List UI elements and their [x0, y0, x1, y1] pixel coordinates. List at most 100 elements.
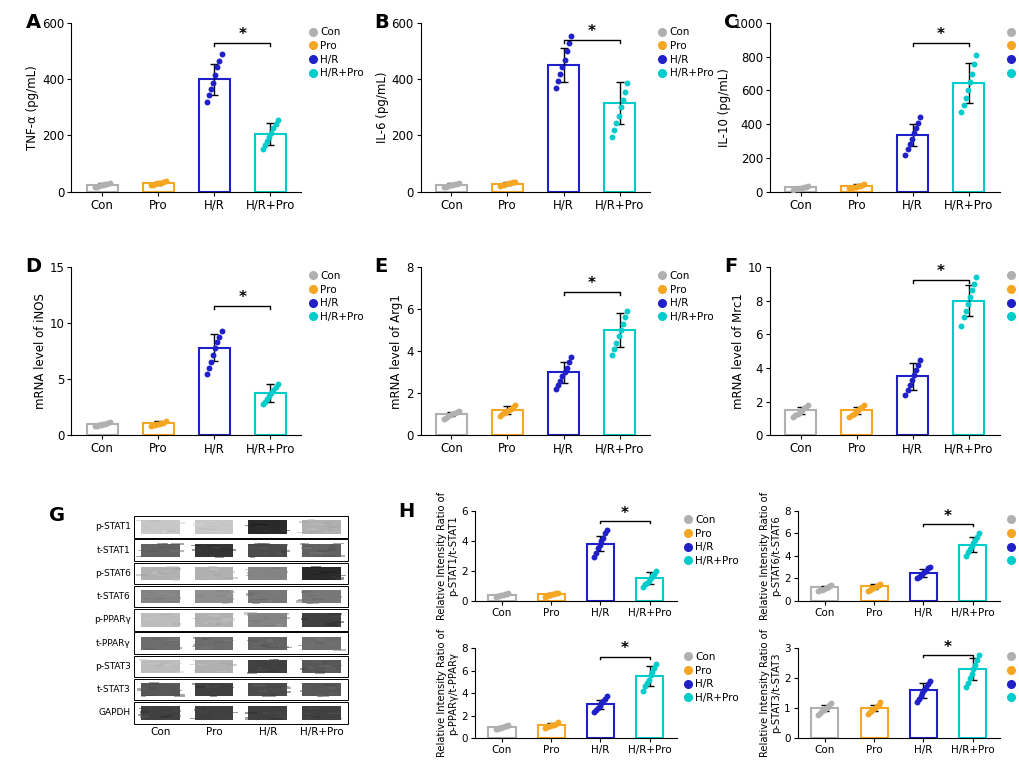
- Bar: [307, 684, 320, 685]
- Point: [585, 551, 601, 564]
- Point: [269, 378, 285, 390]
- Bar: [154, 664, 166, 666]
- Bar: [325, 710, 330, 712]
- Bar: [332, 649, 345, 651]
- Bar: [218, 713, 229, 714]
- Bar: [248, 544, 257, 546]
- Bar: [217, 590, 229, 591]
- Bar: [209, 545, 219, 546]
- Text: *: *: [943, 640, 951, 655]
- Point: [547, 717, 564, 730]
- Bar: [311, 661, 323, 663]
- Bar: [143, 183, 173, 191]
- Bar: [210, 531, 221, 532]
- Point: [547, 588, 564, 600]
- Bar: [175, 600, 179, 602]
- Point: [957, 305, 973, 317]
- Bar: [268, 669, 273, 670]
- Point: [259, 393, 275, 405]
- Point: [785, 184, 801, 196]
- Bar: [252, 594, 258, 595]
- Bar: [157, 574, 170, 576]
- Bar: [326, 667, 336, 670]
- Point: [99, 417, 115, 429]
- Bar: [199, 79, 229, 191]
- Point: [203, 356, 219, 368]
- Point: [785, 411, 801, 423]
- Point: [961, 291, 977, 304]
- Bar: [307, 602, 313, 604]
- Text: B: B: [374, 13, 389, 32]
- Point: [911, 354, 927, 366]
- Bar: [252, 643, 264, 644]
- Bar: [164, 572, 171, 574]
- Bar: [206, 664, 214, 666]
- Point: [155, 416, 171, 428]
- Bar: [275, 687, 281, 688]
- Text: t-STAT6: t-STAT6: [97, 592, 130, 601]
- Bar: [547, 372, 579, 435]
- Bar: [265, 670, 276, 672]
- Bar: [141, 544, 179, 557]
- Point: [611, 324, 628, 336]
- Bar: [141, 683, 179, 697]
- Point: [813, 705, 829, 717]
- Bar: [603, 330, 635, 435]
- Bar: [335, 617, 340, 618]
- Bar: [150, 667, 160, 668]
- Point: [849, 180, 865, 192]
- Bar: [192, 549, 201, 551]
- Bar: [276, 711, 285, 713]
- Bar: [138, 550, 147, 551]
- Point: [500, 178, 517, 190]
- Bar: [281, 686, 288, 687]
- Bar: [277, 643, 286, 644]
- Point: [257, 139, 273, 151]
- Point: [153, 176, 169, 188]
- Bar: [142, 599, 152, 601]
- Bar: [306, 603, 319, 604]
- Bar: [194, 637, 198, 638]
- Bar: [155, 545, 165, 548]
- Bar: [909, 573, 935, 601]
- Point: [596, 693, 612, 705]
- Point: [493, 179, 510, 191]
- Bar: [226, 594, 233, 596]
- Text: t-STAT3: t-STAT3: [97, 685, 130, 694]
- Point: [605, 124, 622, 136]
- Bar: [212, 615, 219, 617]
- Bar: [170, 550, 183, 552]
- Bar: [298, 645, 309, 646]
- Point: [267, 118, 283, 131]
- Point: [209, 336, 225, 348]
- Bar: [488, 595, 515, 601]
- Point: [491, 411, 507, 423]
- Bar: [156, 574, 162, 575]
- Point: [211, 331, 227, 343]
- Bar: [271, 568, 280, 569]
- Point: [143, 420, 159, 432]
- Bar: [213, 574, 221, 576]
- Bar: [277, 571, 287, 573]
- Bar: [140, 714, 152, 715]
- Text: GAPDH: GAPDH: [99, 708, 130, 717]
- Y-axis label: Relative Intensity Ratio of
p-PPARγ/t-PPARγ: Relative Intensity Ratio of p-PPARγ/t-PP…: [436, 629, 459, 757]
- Bar: [222, 530, 226, 532]
- Point: [87, 421, 103, 433]
- Point: [963, 285, 979, 297]
- Bar: [324, 614, 334, 617]
- Point: [263, 387, 279, 399]
- Point: [869, 698, 886, 711]
- Bar: [281, 530, 289, 531]
- Bar: [308, 648, 314, 650]
- Bar: [207, 614, 219, 616]
- Bar: [175, 690, 181, 691]
- Bar: [271, 717, 281, 720]
- Point: [261, 390, 277, 402]
- Legend: Con, Pro, H/R, H/R+Pro: Con, Pro, H/R, H/R+Pro: [1004, 23, 1019, 82]
- Point: [555, 53, 572, 65]
- Bar: [141, 637, 179, 650]
- Point: [965, 278, 981, 290]
- Point: [538, 590, 554, 602]
- Bar: [195, 567, 233, 580]
